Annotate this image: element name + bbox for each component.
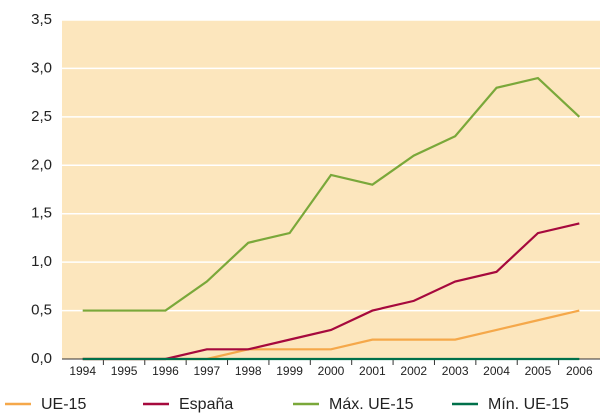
x-tick-label: 2001 xyxy=(359,364,386,378)
y-tick-label: 2,0 xyxy=(31,156,52,173)
legend-label: UE-15 xyxy=(41,396,86,413)
x-tick-label: 2004 xyxy=(483,364,510,378)
legend-label: Máx. UE-15 xyxy=(329,396,414,413)
legend-label: Mín. UE-15 xyxy=(488,396,569,413)
x-tick-label: 2005 xyxy=(525,364,552,378)
y-tick-label: 0,0 xyxy=(31,350,52,367)
legend-label: España xyxy=(179,396,233,413)
x-tick-label: 2002 xyxy=(400,364,427,378)
x-tick-label: 1997 xyxy=(193,364,220,378)
x-tick-label: 2003 xyxy=(442,364,469,378)
y-tick-label: 3,0 xyxy=(31,59,52,76)
x-tick-label: 1998 xyxy=(235,364,262,378)
x-tick-label: 1999 xyxy=(276,364,303,378)
x-tick-label: 2006 xyxy=(566,364,593,378)
plot-area xyxy=(62,20,600,359)
series-line xyxy=(82,76,581,312)
y-tick-label: 0,5 xyxy=(31,302,52,319)
x-tick-label: 1996 xyxy=(152,364,179,378)
y-tick-label: 2,5 xyxy=(31,108,52,125)
x-tick-label: 2000 xyxy=(318,364,345,378)
y-tick-label: 1,0 xyxy=(31,253,52,270)
y-tick-label: 3,5 xyxy=(31,11,52,28)
x-tick-label: 1994 xyxy=(69,364,96,378)
y-tick-label: 1,5 xyxy=(31,205,52,222)
x-tick-label: 1995 xyxy=(111,364,138,378)
